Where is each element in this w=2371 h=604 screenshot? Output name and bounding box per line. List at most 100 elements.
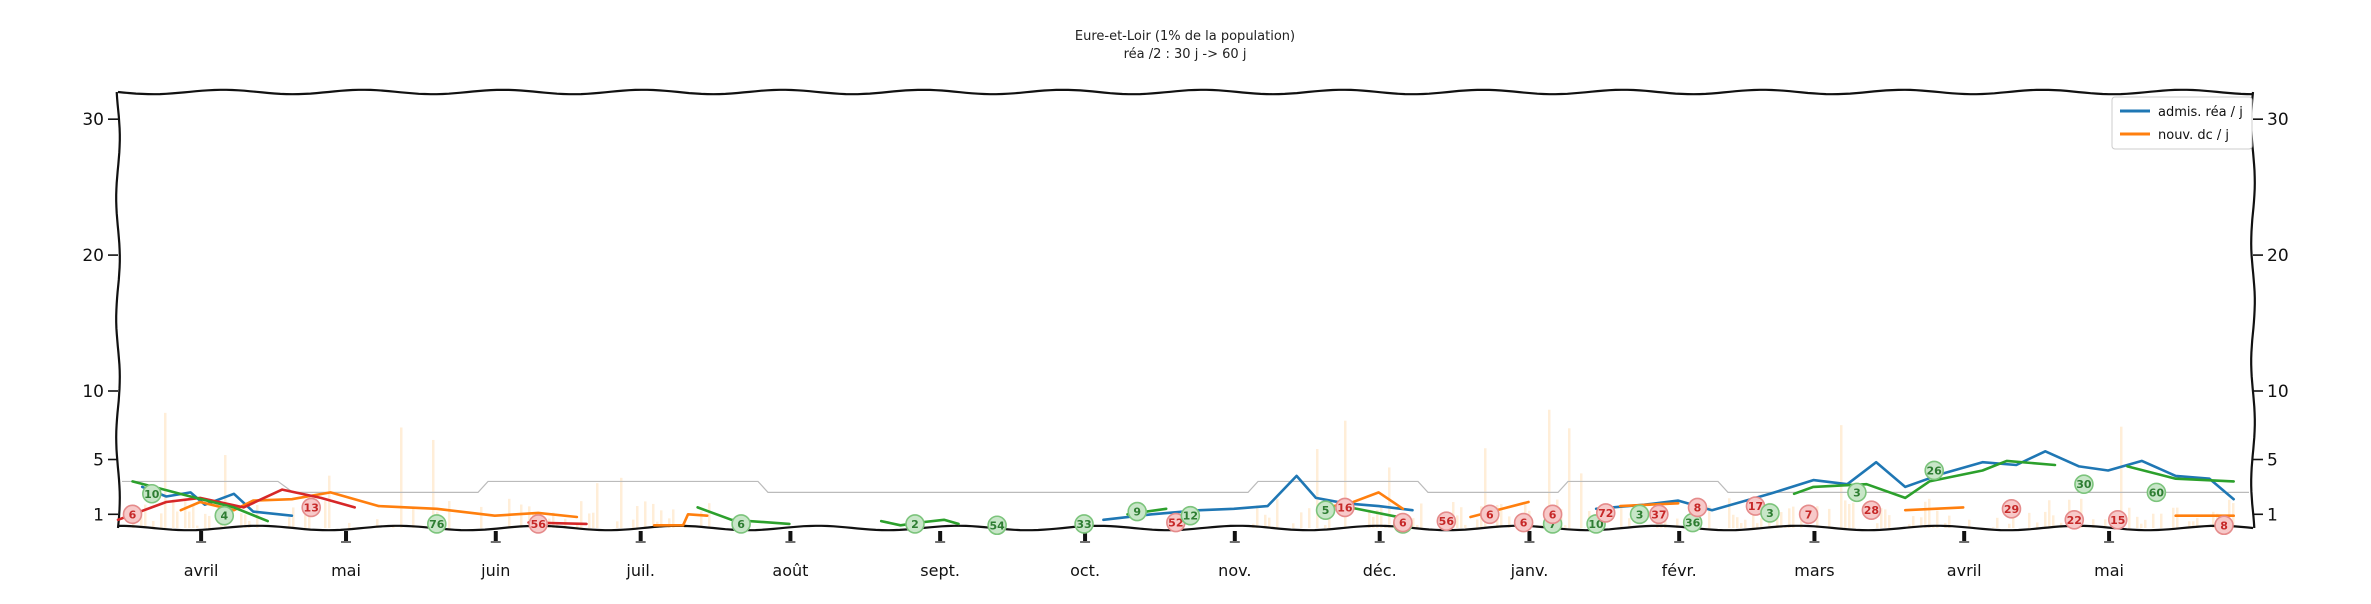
circle-label: 3 — [1848, 483, 1866, 501]
circle-label-text: 36 — [1685, 517, 1701, 530]
background-bar — [1828, 509, 1831, 528]
y-tick-label-left: 10 — [82, 382, 104, 402]
background-bar — [2044, 512, 2047, 528]
circle-label: 54 — [988, 516, 1006, 534]
x-tick-label: sept. — [920, 561, 960, 580]
circle-label: 6 — [1481, 505, 1499, 523]
background-bar — [2140, 524, 2143, 528]
x-tick-label: mars — [1794, 561, 1834, 580]
background-bar — [172, 499, 175, 528]
circle-label: 3 — [1631, 505, 1649, 523]
background-bar — [176, 511, 179, 528]
circle-label-text: 12 — [1183, 510, 1198, 523]
circle-label-text: 6 — [1486, 508, 1494, 521]
circle-label-text: 60 — [2149, 486, 2165, 499]
background-bar — [1456, 515, 1459, 528]
circle-label-text: 13 — [304, 501, 319, 514]
x-tick — [199, 531, 203, 541]
background-bar — [1992, 527, 1995, 528]
circle-label: 2 — [906, 515, 924, 533]
circle-label-text: 3 — [1853, 486, 1861, 499]
x-tick-label: août — [772, 561, 808, 580]
background-bar — [1420, 503, 1423, 528]
background-bar — [1924, 502, 1927, 528]
background-bar — [2160, 514, 2163, 528]
background-bar — [2152, 514, 2155, 528]
x-tick-label: déc. — [1363, 561, 1397, 580]
circle-label-text: 16 — [1337, 501, 1353, 514]
circle-label-text: 9 — [1133, 506, 1141, 519]
y-tick-label-right: 30 — [2267, 110, 2289, 130]
circle-label: 37 — [1650, 505, 1668, 523]
background-bar — [448, 501, 451, 528]
y-tick-label-right: 1 — [2267, 505, 2278, 525]
circle-label-text: 10 — [144, 488, 160, 501]
background-bar — [1928, 499, 1931, 528]
x-tick — [2107, 531, 2111, 541]
legend-label-admis: admis. réa / j — [2158, 105, 2243, 120]
circle-label-text: 8 — [2220, 519, 2228, 532]
background-bar — [196, 526, 199, 528]
x-tick — [1677, 531, 1681, 541]
background-bar — [588, 513, 591, 528]
circle-label: 6 — [123, 505, 141, 523]
background-bar — [412, 506, 415, 528]
circle-label-text: 22 — [2067, 514, 2082, 527]
circle-label-text: 6 — [129, 508, 137, 521]
x-tick — [1527, 531, 1531, 541]
x-tick-label: juil. — [625, 561, 655, 580]
background-bar — [1292, 523, 1295, 528]
circle-label-text: 6 — [1399, 517, 1407, 530]
circle-label-text: 7 — [1805, 508, 1813, 521]
background-bar — [2144, 520, 2147, 528]
legend: admis. réa / j nouv. dc / j — [2112, 97, 2252, 149]
background-bar — [1844, 500, 1847, 528]
circle-label-text: 6 — [1549, 508, 1557, 521]
circle-label-text: 56 — [1439, 515, 1455, 528]
x-tick-label: janv. — [1510, 561, 1549, 580]
circle-label: 22 — [2065, 511, 2083, 529]
background-bar — [292, 507, 295, 528]
background-bar — [1464, 525, 1467, 528]
x-tick — [1812, 531, 1816, 541]
background-bar — [1876, 523, 1879, 528]
background-bar — [1268, 518, 1271, 528]
circle-label: 12 — [1181, 507, 1199, 525]
circle-label: 15 — [2109, 511, 2127, 529]
background-bar — [324, 501, 327, 528]
background-bar — [1740, 523, 1743, 528]
background-bar — [520, 505, 523, 528]
chart-subtitle: réa /2 : 30 j -> 60 j — [1124, 47, 1247, 62]
circle-label-text: 26 — [1927, 464, 1943, 477]
background-bar — [2136, 517, 2139, 528]
x-tick — [1233, 531, 1237, 541]
circle-labels: 1064137656625433952125166656667610723373… — [123, 461, 2233, 534]
background-bar — [160, 513, 163, 528]
background-bar — [1564, 525, 1567, 528]
circle-label-text: 4 — [220, 510, 228, 523]
background-bar — [1884, 509, 1887, 528]
circle-label: 10 — [143, 485, 161, 503]
circle-label: 6 — [1515, 514, 1533, 532]
background-bar — [480, 507, 483, 528]
background-bar — [304, 515, 307, 528]
background-bar — [620, 478, 623, 528]
circle-label-text: 3 — [1766, 507, 1774, 520]
background-bar — [184, 498, 187, 528]
background-bar — [1476, 519, 1479, 528]
circle-label: 28 — [1862, 501, 1880, 519]
x-tick-label: oct. — [1070, 561, 1100, 580]
circle-label: 72 — [1597, 504, 1615, 522]
background-bar — [2008, 524, 2011, 528]
background-bar — [192, 505, 195, 528]
background-bar — [1276, 499, 1279, 528]
circle-label-text: 15 — [2110, 514, 2125, 527]
circle-label-text: 28 — [1864, 504, 1879, 517]
background-bar — [1996, 518, 1999, 528]
circle-label-text: 5 — [1322, 504, 1330, 517]
background-bar — [164, 413, 167, 528]
y-tick-label-right: 10 — [2267, 382, 2289, 402]
